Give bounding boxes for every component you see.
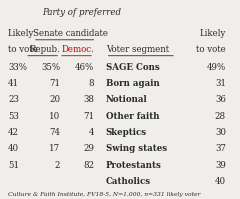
Text: 31: 31 <box>215 79 226 88</box>
Text: 28: 28 <box>215 112 226 121</box>
Text: 33%: 33% <box>8 63 27 72</box>
Text: 40: 40 <box>8 144 19 153</box>
Text: 40: 40 <box>215 177 226 186</box>
Text: Skeptics: Skeptics <box>106 128 147 137</box>
Text: Protestants: Protestants <box>106 161 162 170</box>
Text: 49%: 49% <box>207 63 226 72</box>
Text: Notional: Notional <box>106 95 147 104</box>
Text: 74: 74 <box>49 128 60 137</box>
Text: Party of preferred: Party of preferred <box>42 8 121 17</box>
Text: Born again: Born again <box>106 79 159 88</box>
Text: SAGE Cons: SAGE Cons <box>106 63 159 72</box>
Text: 30: 30 <box>215 128 226 137</box>
Text: 71: 71 <box>83 112 94 121</box>
Text: 39: 39 <box>215 161 226 170</box>
Text: 46%: 46% <box>75 63 94 72</box>
Text: Catholics: Catholics <box>106 177 151 186</box>
Text: 71: 71 <box>49 79 60 88</box>
Text: to vote: to vote <box>8 45 38 54</box>
Text: 10: 10 <box>49 112 60 121</box>
Text: 37: 37 <box>215 144 226 153</box>
Text: Repub.: Repub. <box>30 45 60 54</box>
Text: 8: 8 <box>89 79 94 88</box>
Text: Voter segment: Voter segment <box>106 45 169 54</box>
Text: 82: 82 <box>83 161 94 170</box>
Text: 51: 51 <box>8 161 19 170</box>
Text: 2: 2 <box>55 161 60 170</box>
Text: Culture & Faith Institute, FV18-5, N=1,000, n=331 likely voter: Culture & Faith Institute, FV18-5, N=1,0… <box>8 192 200 197</box>
Text: 4: 4 <box>89 128 94 137</box>
Text: 41: 41 <box>8 79 19 88</box>
Text: 42: 42 <box>8 128 19 137</box>
Text: 17: 17 <box>49 144 60 153</box>
Text: Likely: Likely <box>200 29 226 38</box>
Text: Senate candidate: Senate candidate <box>33 29 108 38</box>
Text: 36: 36 <box>215 95 226 104</box>
Text: 20: 20 <box>49 95 60 104</box>
Text: Swing states: Swing states <box>106 144 167 153</box>
Text: Democ.: Democ. <box>61 45 94 54</box>
Text: Other faith: Other faith <box>106 112 159 121</box>
Text: 35%: 35% <box>41 63 60 72</box>
Text: 53: 53 <box>8 112 19 121</box>
Text: 29: 29 <box>83 144 94 153</box>
Text: 23: 23 <box>8 95 19 104</box>
Text: Likely: Likely <box>8 29 34 38</box>
Text: 38: 38 <box>83 95 94 104</box>
Text: to vote: to vote <box>196 45 226 54</box>
